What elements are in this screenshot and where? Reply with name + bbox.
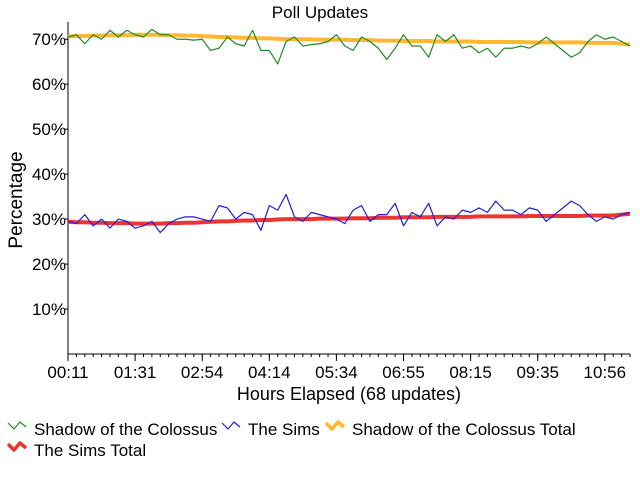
y-tick-label: 60% <box>32 75 66 94</box>
legend-label: The Sims <box>248 420 320 439</box>
series-line-1 <box>67 193 631 234</box>
line-icon <box>7 421 27 430</box>
x-tick-label: 10:56 <box>584 363 627 382</box>
series-lines <box>67 28 631 234</box>
y-tick-label: 30% <box>32 210 66 229</box>
y-tick-label: 20% <box>32 255 66 274</box>
legend-label: Shadow of the Colossus Total <box>352 420 576 439</box>
x-tick-label: 01:31 <box>114 363 157 382</box>
legend-label: Shadow of the Colossus <box>34 420 217 439</box>
thick-line-icon <box>324 420 346 431</box>
series-line-0 <box>67 28 631 65</box>
series-line-2 <box>67 32 631 47</box>
y-tick-label: 10% <box>32 300 66 319</box>
legend-item-1: The Sims <box>221 420 320 439</box>
x-tick-label: 08:15 <box>449 363 492 382</box>
x-tick-label: 09:35 <box>516 363 559 382</box>
legend: Shadow of the Colossus The Sims Shadow of … <box>6 420 576 460</box>
legend-label: The Sims Total <box>34 441 146 460</box>
x-tick-label: 00:11 <box>47 363 88 382</box>
thick-line-icon <box>6 441 28 452</box>
y-tick-label: 40% <box>32 165 66 184</box>
legend-item-2: Shadow of the Colossus Total <box>324 420 576 439</box>
y-ticks: 10% 20% 30% 40% 50% 60% 70% <box>32 30 68 319</box>
y-axis-label: Percentage <box>6 151 27 248</box>
x-tick-label: 02:54 <box>181 363 224 382</box>
x-tick-label: 04:14 <box>248 363 291 382</box>
chart-title: Poll Updates <box>272 3 368 22</box>
line-icon <box>221 421 241 430</box>
x-tick-label: 06:55 <box>382 363 425 382</box>
x-tick-label: 05:34 <box>315 363 358 382</box>
x-ticks: 00:11 01:31 02:54 04:14 05:34 06:55 08:15 09:35… <box>47 354 631 382</box>
legend-item-0: Shadow of the Colossus <box>7 420 217 439</box>
x-axis-label: Hours Elapsed (68 updates) <box>237 384 461 404</box>
series-line-3 <box>67 211 631 226</box>
y-tick-label: 70% <box>32 30 66 49</box>
axes <box>67 22 630 355</box>
legend-item-3: The Sims Total <box>6 441 146 460</box>
y-tick-label: 50% <box>32 120 66 139</box>
